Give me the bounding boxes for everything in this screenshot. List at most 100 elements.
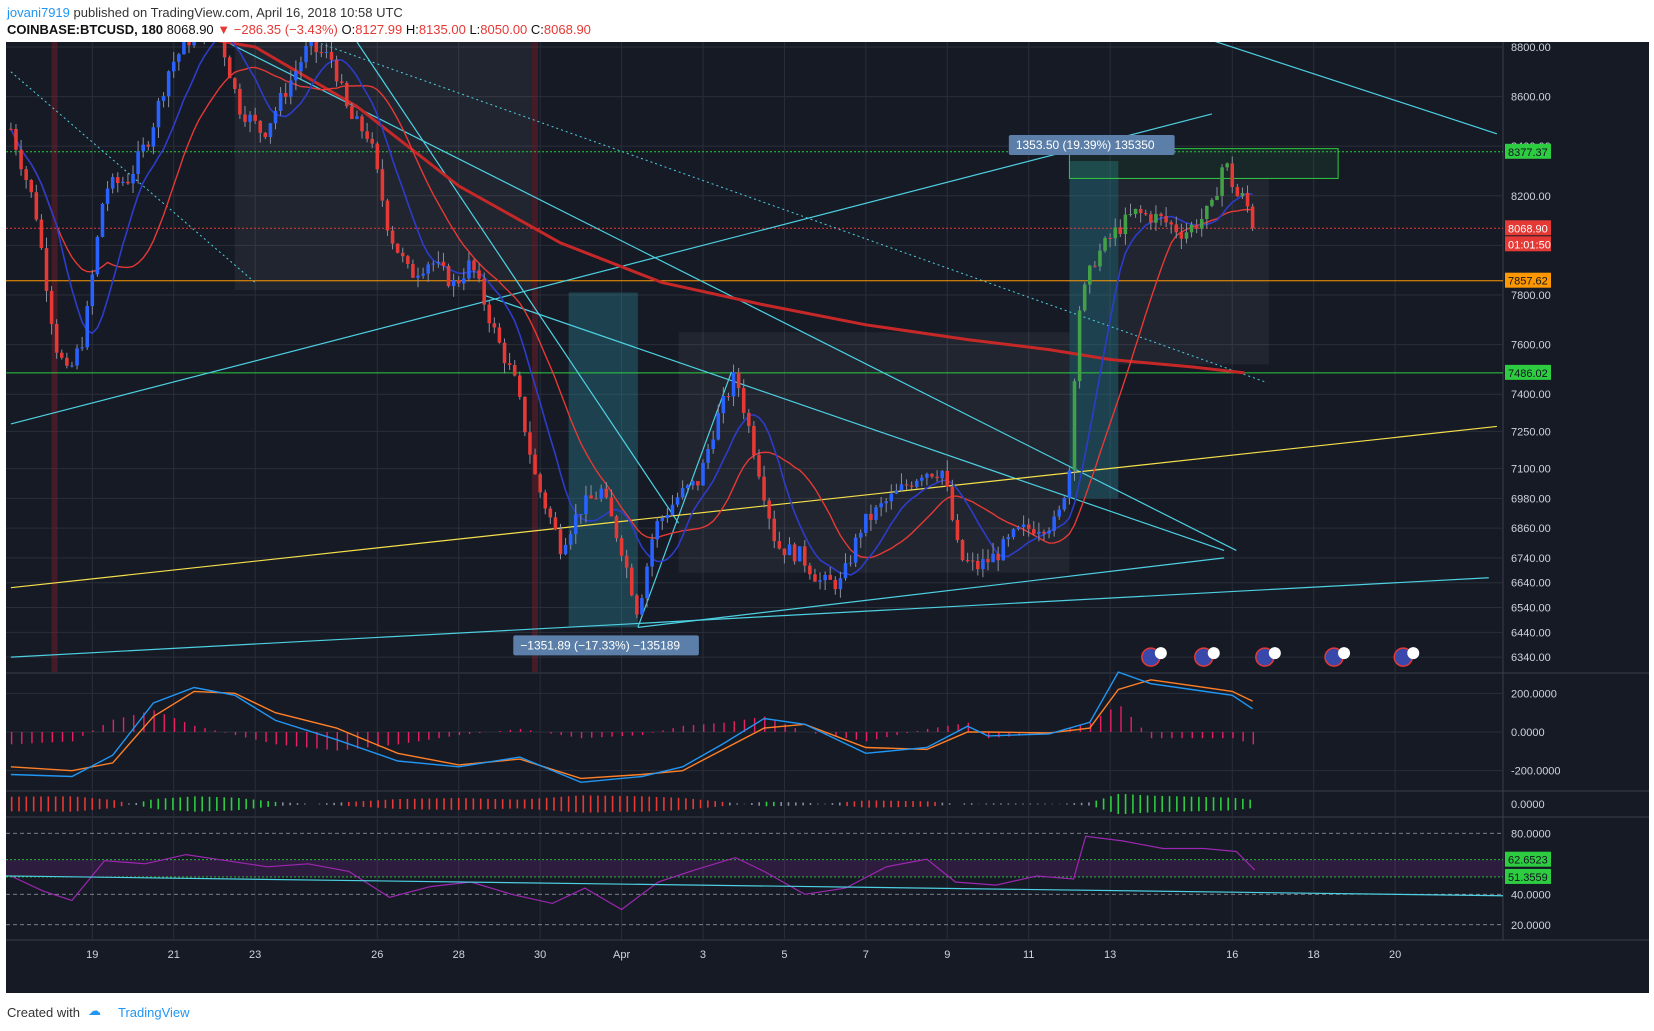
y-tick-label: 6340.00 xyxy=(1511,652,1551,664)
candle-body xyxy=(645,566,649,599)
macd-histogram-bar xyxy=(652,732,654,733)
zero-histogram-bar xyxy=(523,799,526,809)
macd-histogram-bar xyxy=(519,728,522,732)
candle-body xyxy=(640,598,644,615)
candle-body xyxy=(731,372,736,397)
zero-histogram-bar xyxy=(391,799,394,809)
zero-histogram-bar xyxy=(54,796,57,812)
candle-body xyxy=(400,252,405,257)
zero-histogram-bar xyxy=(69,796,72,812)
zero-histogram-bar xyxy=(487,798,489,810)
zero-histogram-bar xyxy=(472,798,475,810)
chart-area[interactable]: 19 21 23 26 28 30 Apr 3 5 7 9 11 13 16 18 20 8800.00 8600… xyxy=(6,42,1649,993)
candle-body xyxy=(624,555,629,568)
zero-histogram-bar xyxy=(1205,797,1207,811)
candle-body xyxy=(619,538,624,556)
candle-body xyxy=(1067,470,1072,498)
zero-histogram-bar xyxy=(142,801,145,807)
x-tick-label: Apr xyxy=(613,949,630,961)
macd-histogram-bar xyxy=(499,730,501,732)
y-tick-label: 8800.00 xyxy=(1511,42,1551,54)
zero-histogram-bar xyxy=(406,798,409,810)
candle-body xyxy=(797,546,802,562)
candle-body xyxy=(49,291,54,324)
zero-histogram-bar xyxy=(399,798,401,810)
macd-histogram-bar xyxy=(794,728,797,732)
candle-body xyxy=(492,323,497,328)
candle-body xyxy=(1052,516,1056,531)
candle-body xyxy=(955,519,960,540)
candle-body xyxy=(1087,265,1092,285)
macd-histogram-bar xyxy=(316,732,318,749)
candle-body xyxy=(1032,529,1036,534)
footer: Created with ☁ TradingView xyxy=(0,993,1654,1031)
candle-body xyxy=(960,539,965,561)
zero-histogram-bar xyxy=(648,796,651,812)
zero-histogram-bar xyxy=(274,801,277,807)
macd-histogram-bar xyxy=(356,732,359,749)
candle-body xyxy=(691,481,695,486)
price-chart-svg[interactable]: 19 21 23 26 28 30 Apr 3 5 7 9 11 13 16 18 20 8800.00 8600… xyxy=(6,42,1649,993)
candle-body xyxy=(482,278,486,305)
zero-histogram-bar xyxy=(611,795,614,813)
zero-histogram-bar xyxy=(773,801,775,807)
macd-histogram-bar xyxy=(947,725,949,732)
candle-body xyxy=(161,96,166,101)
macd-histogram-bar xyxy=(641,732,644,736)
trendline-7 xyxy=(1214,42,1498,135)
y-tick-label: 6980.00 xyxy=(1511,493,1551,505)
trendline-0 xyxy=(10,113,1213,425)
candle-body xyxy=(304,45,308,63)
candle-body xyxy=(986,559,990,563)
candle-body xyxy=(1240,193,1245,197)
zero-histogram-bar xyxy=(1088,802,1090,806)
zero-histogram-bar xyxy=(135,802,138,806)
candle-body xyxy=(1235,187,1240,197)
candle-body xyxy=(75,348,79,366)
macd-histogram-bar xyxy=(1120,706,1122,732)
candle-body xyxy=(314,42,319,53)
ohlc-legend: COINBASE:BTCUSD, 180 8068.90 ▼ −286.35 (… xyxy=(7,22,591,37)
macd-histogram-bar xyxy=(1140,727,1143,732)
zero-histogram-bar xyxy=(531,798,533,810)
zero-histogram-bar xyxy=(216,797,218,811)
macd-histogram-bar xyxy=(1028,732,1031,736)
tradingview-cloud-icon[interactable]: ☁ xyxy=(88,1003,101,1018)
candle-body xyxy=(1108,237,1112,239)
author-link[interactable]: jovani7919 xyxy=(7,5,70,20)
zero-histogram-bar xyxy=(846,801,848,807)
shaded-zone-2 xyxy=(678,332,1070,573)
candle-body xyxy=(85,306,90,348)
zero-histogram-bar xyxy=(1242,798,1244,810)
zero-histogram-bar xyxy=(18,796,20,812)
macd-tick-label: 0.0000 xyxy=(1511,727,1545,739)
candle-body xyxy=(599,488,603,499)
candle-body xyxy=(1245,193,1250,207)
candle-body xyxy=(950,486,955,520)
tradingview-link[interactable]: TradingView xyxy=(118,1005,190,1020)
candle-body xyxy=(416,275,420,278)
zero-histogram-bar xyxy=(421,798,423,810)
candle-body xyxy=(177,54,181,62)
macd-histogram-bar xyxy=(733,721,735,732)
macd-histogram-bar xyxy=(601,732,603,738)
y-tick-label: 6440.00 xyxy=(1511,627,1551,639)
candle-body xyxy=(660,518,665,522)
candle-body xyxy=(395,243,400,253)
candle-body xyxy=(864,513,868,533)
zero-histogram-bar xyxy=(91,798,94,810)
zero-histogram-bar xyxy=(113,800,116,808)
candle-body xyxy=(1006,537,1011,540)
macd-histogram-bar xyxy=(784,724,786,732)
candle-body xyxy=(350,106,354,119)
candle-body xyxy=(726,396,731,398)
created-with-label: Created with xyxy=(7,1005,80,1020)
macd-histogram-bar xyxy=(865,732,868,742)
candle-body xyxy=(171,61,176,72)
candle-body xyxy=(1123,214,1128,235)
candle-body xyxy=(299,62,303,72)
macd-histogram-bar xyxy=(112,719,115,732)
candle-body xyxy=(757,455,761,477)
zero-histogram-bar xyxy=(296,803,299,805)
candle-body xyxy=(1001,539,1006,561)
